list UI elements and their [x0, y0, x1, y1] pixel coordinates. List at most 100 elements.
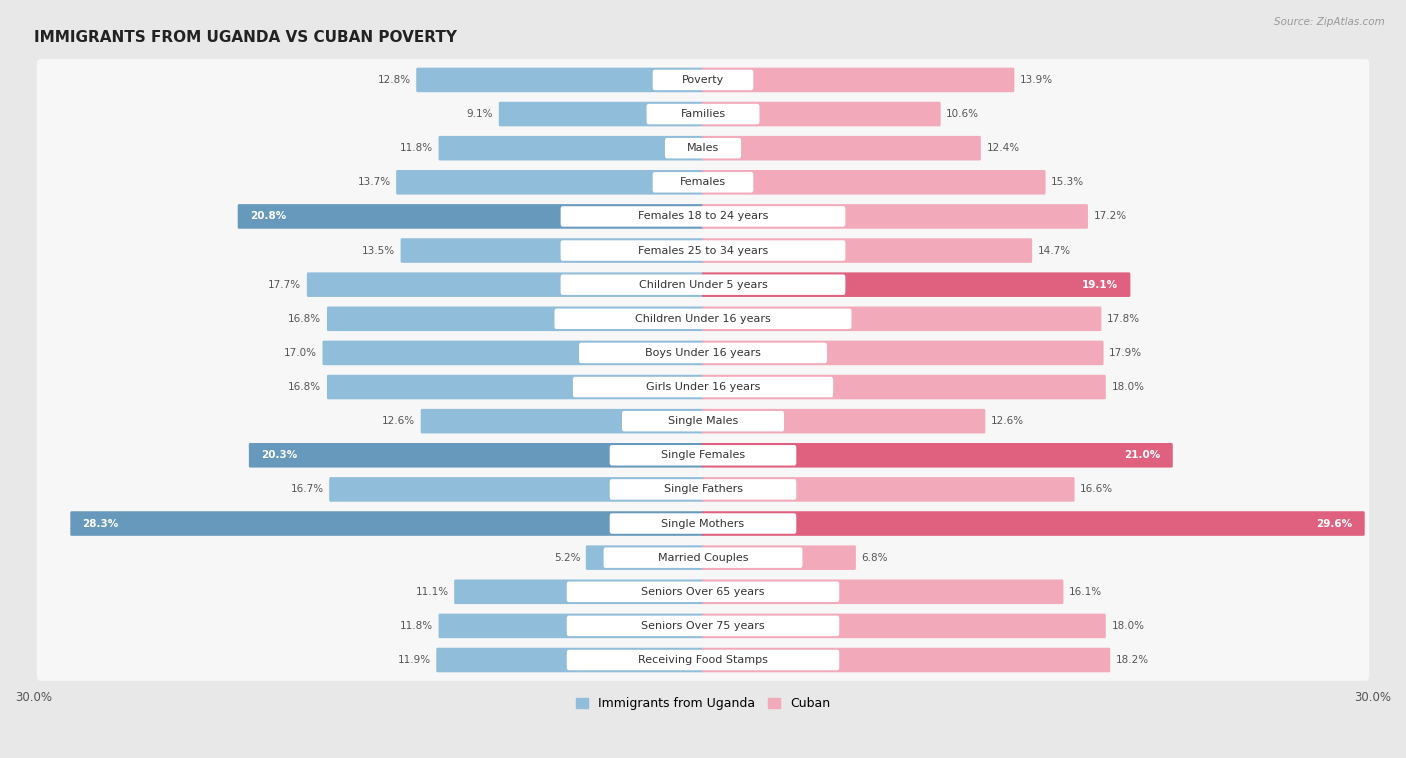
FancyBboxPatch shape [702, 511, 1365, 536]
Text: 21.0%: 21.0% [1125, 450, 1160, 460]
Text: 16.1%: 16.1% [1069, 587, 1102, 597]
FancyBboxPatch shape [702, 306, 1101, 331]
Text: Single Fathers: Single Fathers [664, 484, 742, 494]
FancyBboxPatch shape [702, 170, 1046, 195]
Text: 17.0%: 17.0% [284, 348, 316, 358]
FancyBboxPatch shape [702, 102, 941, 127]
FancyBboxPatch shape [702, 409, 986, 434]
FancyBboxPatch shape [37, 93, 1369, 135]
FancyBboxPatch shape [652, 70, 754, 90]
Text: Single Males: Single Males [668, 416, 738, 426]
Text: 17.8%: 17.8% [1107, 314, 1140, 324]
FancyBboxPatch shape [702, 545, 856, 570]
FancyBboxPatch shape [436, 648, 704, 672]
Text: 16.8%: 16.8% [288, 314, 322, 324]
Text: 12.6%: 12.6% [382, 416, 415, 426]
FancyBboxPatch shape [439, 136, 704, 161]
FancyBboxPatch shape [37, 468, 1369, 510]
FancyBboxPatch shape [647, 104, 759, 124]
Text: Seniors Over 65 years: Seniors Over 65 years [641, 587, 765, 597]
FancyBboxPatch shape [37, 605, 1369, 647]
Text: Single Mothers: Single Mothers [661, 518, 745, 528]
Text: Seniors Over 75 years: Seniors Over 75 years [641, 621, 765, 631]
FancyBboxPatch shape [238, 204, 704, 229]
FancyBboxPatch shape [328, 374, 704, 399]
FancyBboxPatch shape [37, 161, 1369, 203]
Text: 11.8%: 11.8% [399, 621, 433, 631]
Text: Males: Males [688, 143, 718, 153]
Text: 18.0%: 18.0% [1111, 382, 1144, 392]
Text: 18.2%: 18.2% [1116, 655, 1149, 665]
FancyBboxPatch shape [702, 374, 1105, 399]
Text: Receiving Food Stamps: Receiving Food Stamps [638, 655, 768, 665]
Text: Females 18 to 24 years: Females 18 to 24 years [638, 211, 768, 221]
FancyBboxPatch shape [37, 400, 1369, 442]
Text: 17.2%: 17.2% [1094, 211, 1126, 221]
FancyBboxPatch shape [37, 503, 1369, 544]
Text: 29.6%: 29.6% [1316, 518, 1353, 528]
FancyBboxPatch shape [416, 67, 704, 92]
Text: 5.2%: 5.2% [554, 553, 581, 562]
FancyBboxPatch shape [37, 264, 1369, 305]
FancyBboxPatch shape [328, 306, 704, 331]
Text: Families: Families [681, 109, 725, 119]
FancyBboxPatch shape [702, 204, 1088, 229]
FancyBboxPatch shape [702, 67, 1014, 92]
Text: 13.7%: 13.7% [357, 177, 391, 187]
Text: 28.3%: 28.3% [83, 518, 120, 528]
FancyBboxPatch shape [70, 511, 704, 536]
FancyBboxPatch shape [37, 366, 1369, 408]
Text: Poverty: Poverty [682, 75, 724, 85]
FancyBboxPatch shape [702, 614, 1105, 638]
Text: Children Under 16 years: Children Under 16 years [636, 314, 770, 324]
FancyBboxPatch shape [702, 272, 1130, 297]
Text: Source: ZipAtlas.com: Source: ZipAtlas.com [1274, 17, 1385, 27]
Text: 16.8%: 16.8% [288, 382, 322, 392]
FancyBboxPatch shape [249, 443, 704, 468]
FancyBboxPatch shape [702, 443, 1173, 468]
FancyBboxPatch shape [37, 639, 1369, 681]
FancyBboxPatch shape [579, 343, 827, 363]
Text: 11.8%: 11.8% [399, 143, 433, 153]
FancyBboxPatch shape [567, 581, 839, 602]
FancyBboxPatch shape [702, 477, 1074, 502]
FancyBboxPatch shape [499, 102, 704, 127]
FancyBboxPatch shape [610, 445, 796, 465]
FancyBboxPatch shape [610, 479, 796, 500]
FancyBboxPatch shape [702, 238, 1032, 263]
FancyBboxPatch shape [561, 240, 845, 261]
FancyBboxPatch shape [665, 138, 741, 158]
Text: 9.1%: 9.1% [467, 109, 494, 119]
Text: Girls Under 16 years: Girls Under 16 years [645, 382, 761, 392]
Text: 10.6%: 10.6% [946, 109, 979, 119]
Text: 20.8%: 20.8% [250, 211, 287, 221]
Legend: Immigrants from Uganda, Cuban: Immigrants from Uganda, Cuban [571, 692, 835, 716]
FancyBboxPatch shape [561, 206, 845, 227]
FancyBboxPatch shape [37, 537, 1369, 578]
Text: 12.4%: 12.4% [987, 143, 1019, 153]
Text: 13.5%: 13.5% [361, 246, 395, 255]
Text: 14.7%: 14.7% [1038, 246, 1071, 255]
FancyBboxPatch shape [702, 580, 1063, 604]
FancyBboxPatch shape [603, 547, 803, 568]
Text: 19.1%: 19.1% [1083, 280, 1118, 290]
FancyBboxPatch shape [401, 238, 704, 263]
FancyBboxPatch shape [37, 59, 1369, 101]
FancyBboxPatch shape [572, 377, 834, 397]
Text: 16.6%: 16.6% [1080, 484, 1114, 494]
Text: 20.3%: 20.3% [262, 450, 298, 460]
FancyBboxPatch shape [37, 571, 1369, 612]
FancyBboxPatch shape [322, 340, 704, 365]
Text: Married Couples: Married Couples [658, 553, 748, 562]
FancyBboxPatch shape [621, 411, 785, 431]
FancyBboxPatch shape [561, 274, 845, 295]
Text: 18.0%: 18.0% [1111, 621, 1144, 631]
FancyBboxPatch shape [554, 309, 852, 329]
Text: Females 25 to 34 years: Females 25 to 34 years [638, 246, 768, 255]
Text: 17.9%: 17.9% [1109, 348, 1142, 358]
Text: 11.1%: 11.1% [415, 587, 449, 597]
Text: Boys Under 16 years: Boys Under 16 years [645, 348, 761, 358]
FancyBboxPatch shape [702, 136, 981, 161]
FancyBboxPatch shape [37, 230, 1369, 271]
FancyBboxPatch shape [307, 272, 704, 297]
